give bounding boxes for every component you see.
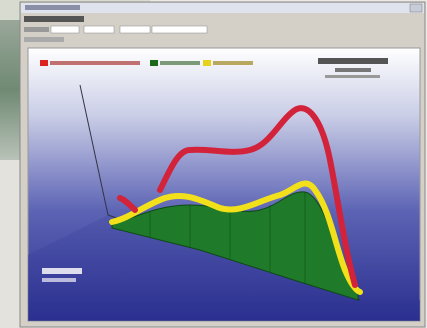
legend-swatch <box>203 60 211 66</box>
chart-footer-text <box>42 268 82 274</box>
input-field[interactable] <box>51 26 79 33</box>
chart-heading <box>318 58 388 64</box>
toolbar-icons[interactable] <box>24 16 84 22</box>
dropdown[interactable] <box>152 26 207 33</box>
chart-footer-text <box>42 278 76 282</box>
legend-text <box>213 61 253 65</box>
chart-subheading <box>325 75 380 78</box>
legend-swatch <box>150 60 158 66</box>
title-bar <box>21 3 424 13</box>
legend-text <box>160 61 200 65</box>
legend-text <box>50 61 140 65</box>
input-field[interactable] <box>120 26 150 33</box>
status-text <box>24 37 64 42</box>
field-label <box>24 27 49 32</box>
input-field[interactable] <box>84 26 114 33</box>
page <box>0 0 427 328</box>
screenshot <box>0 0 427 328</box>
chart-subheading <box>335 68 371 72</box>
legend-swatch <box>40 60 48 66</box>
title-text <box>25 5 80 10</box>
close-button[interactable] <box>410 4 422 12</box>
